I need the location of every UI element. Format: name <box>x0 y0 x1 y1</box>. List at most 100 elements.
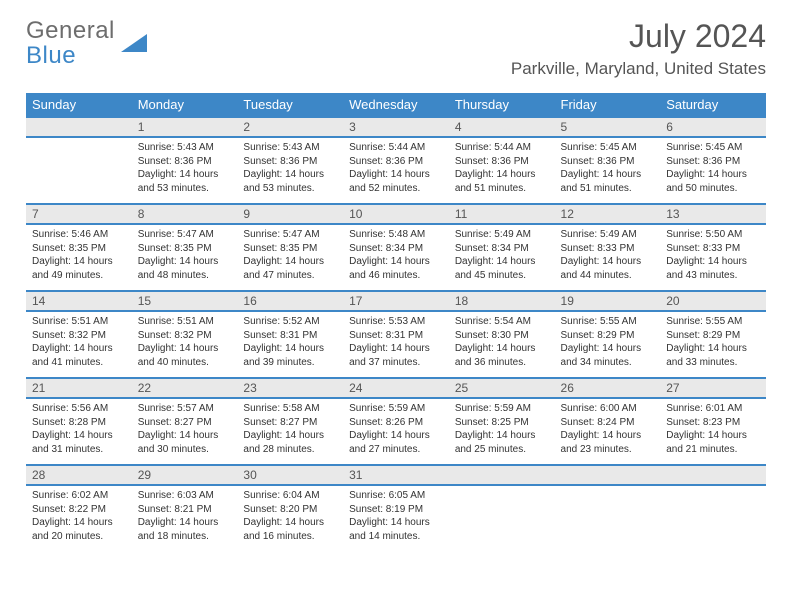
daylight-text: Daylight: 14 hours <box>561 255 655 269</box>
day-cell: Sunrise: 5:43 AMSunset: 8:36 PMDaylight:… <box>132 137 238 204</box>
day-cell: Sunrise: 5:56 AMSunset: 8:28 PMDaylight:… <box>26 398 132 465</box>
sunset-text: Sunset: 8:36 PM <box>561 155 655 169</box>
day-cell <box>26 137 132 204</box>
daylight-text: Daylight: 14 hours <box>349 342 443 356</box>
day-header: Sunday <box>26 93 132 117</box>
sunrise-text: Sunrise: 5:43 AM <box>138 141 232 155</box>
daylight-text: and 53 minutes. <box>243 182 337 196</box>
sunrise-text: Sunrise: 5:45 AM <box>561 141 655 155</box>
sunrise-text: Sunrise: 6:03 AM <box>138 489 232 503</box>
day-cell: Sunrise: 5:51 AMSunset: 8:32 PMDaylight:… <box>26 311 132 378</box>
daylight-text: Daylight: 14 hours <box>243 255 337 269</box>
day-number: 31 <box>343 465 449 485</box>
sunset-text: Sunset: 8:36 PM <box>666 155 760 169</box>
daylight-text: and 45 minutes. <box>455 269 549 283</box>
day-cell <box>449 485 555 551</box>
day-header: Friday <box>555 93 661 117</box>
day-header: Tuesday <box>237 93 343 117</box>
day-number: 5 <box>555 117 661 137</box>
day-number: 19 <box>555 291 661 311</box>
daylight-text: Daylight: 14 hours <box>32 516 126 530</box>
sunrise-text: Sunrise: 5:51 AM <box>138 315 232 329</box>
day-number: 9 <box>237 204 343 224</box>
day-cell: Sunrise: 5:57 AMSunset: 8:27 PMDaylight:… <box>132 398 238 465</box>
sunset-text: Sunset: 8:34 PM <box>455 242 549 256</box>
daylight-text: and 34 minutes. <box>561 356 655 370</box>
sunrise-text: Sunrise: 5:47 AM <box>243 228 337 242</box>
sunset-text: Sunset: 8:27 PM <box>243 416 337 430</box>
sunrise-text: Sunrise: 5:44 AM <box>349 141 443 155</box>
day-header-row: Sunday Monday Tuesday Wednesday Thursday… <box>26 93 766 117</box>
sunset-text: Sunset: 8:36 PM <box>349 155 443 169</box>
sunrise-text: Sunrise: 6:00 AM <box>561 402 655 416</box>
sunset-text: Sunset: 8:25 PM <box>455 416 549 430</box>
day-cell <box>660 485 766 551</box>
daylight-text: and 52 minutes. <box>349 182 443 196</box>
day-cell: Sunrise: 5:44 AMSunset: 8:36 PMDaylight:… <box>449 137 555 204</box>
daylight-text: Daylight: 14 hours <box>32 342 126 356</box>
day-cell: Sunrise: 5:59 AMSunset: 8:25 PMDaylight:… <box>449 398 555 465</box>
daylight-text: Daylight: 14 hours <box>561 342 655 356</box>
triangle-icon <box>121 28 147 59</box>
sunrise-text: Sunrise: 5:58 AM <box>243 402 337 416</box>
day-number: 15 <box>132 291 238 311</box>
day-number <box>660 465 766 485</box>
logo-line1: General <box>26 18 115 43</box>
sunset-text: Sunset: 8:19 PM <box>349 503 443 517</box>
sunset-text: Sunset: 8:23 PM <box>666 416 760 430</box>
daylight-text: Daylight: 14 hours <box>349 255 443 269</box>
daylight-text: and 21 minutes. <box>666 443 760 457</box>
daylight-text: Daylight: 14 hours <box>561 168 655 182</box>
daylight-text: Daylight: 14 hours <box>32 255 126 269</box>
daylight-text: Daylight: 14 hours <box>666 255 760 269</box>
day-cell: Sunrise: 5:47 AMSunset: 8:35 PMDaylight:… <box>132 224 238 291</box>
daylight-text: and 51 minutes. <box>561 182 655 196</box>
day-number: 21 <box>26 378 132 398</box>
daylight-text: Daylight: 14 hours <box>243 429 337 443</box>
day-content-row: Sunrise: 6:02 AMSunset: 8:22 PMDaylight:… <box>26 485 766 551</box>
sunset-text: Sunset: 8:27 PM <box>138 416 232 430</box>
day-cell <box>555 485 661 551</box>
daylight-text: and 53 minutes. <box>138 182 232 196</box>
day-number: 2 <box>237 117 343 137</box>
title-block: July 2024 Parkville, Maryland, United St… <box>511 18 766 79</box>
daylight-text: Daylight: 14 hours <box>455 429 549 443</box>
day-cell: Sunrise: 5:49 AMSunset: 8:33 PMDaylight:… <box>555 224 661 291</box>
daylight-text: Daylight: 14 hours <box>666 168 760 182</box>
day-cell: Sunrise: 5:49 AMSunset: 8:34 PMDaylight:… <box>449 224 555 291</box>
day-number <box>555 465 661 485</box>
day-cell: Sunrise: 5:50 AMSunset: 8:33 PMDaylight:… <box>660 224 766 291</box>
sunset-text: Sunset: 8:36 PM <box>455 155 549 169</box>
daylight-text: and 36 minutes. <box>455 356 549 370</box>
sunset-text: Sunset: 8:36 PM <box>243 155 337 169</box>
sunrise-text: Sunrise: 5:52 AM <box>243 315 337 329</box>
daylight-text: Daylight: 14 hours <box>349 429 443 443</box>
daylight-text: and 20 minutes. <box>32 530 126 544</box>
sunset-text: Sunset: 8:32 PM <box>138 329 232 343</box>
day-number: 16 <box>237 291 343 311</box>
location-subtitle: Parkville, Maryland, United States <box>511 59 766 79</box>
daylight-text: Daylight: 14 hours <box>243 516 337 530</box>
sunset-text: Sunset: 8:21 PM <box>138 503 232 517</box>
sunrise-text: Sunrise: 5:48 AM <box>349 228 443 242</box>
sunset-text: Sunset: 8:35 PM <box>243 242 337 256</box>
daylight-text: and 30 minutes. <box>138 443 232 457</box>
sunset-text: Sunset: 8:24 PM <box>561 416 655 430</box>
day-number-row: 14151617181920 <box>26 291 766 311</box>
day-number: 1 <box>132 117 238 137</box>
day-cell: Sunrise: 6:01 AMSunset: 8:23 PMDaylight:… <box>660 398 766 465</box>
day-cell: Sunrise: 5:43 AMSunset: 8:36 PMDaylight:… <box>237 137 343 204</box>
day-number: 28 <box>26 465 132 485</box>
day-number: 29 <box>132 465 238 485</box>
day-cell: Sunrise: 5:48 AMSunset: 8:34 PMDaylight:… <box>343 224 449 291</box>
daylight-text: Daylight: 14 hours <box>455 255 549 269</box>
daylight-text: and 47 minutes. <box>243 269 337 283</box>
daylight-text: and 41 minutes. <box>32 356 126 370</box>
daylight-text: and 37 minutes. <box>349 356 443 370</box>
sunrise-text: Sunrise: 5:49 AM <box>561 228 655 242</box>
day-number: 10 <box>343 204 449 224</box>
sunrise-text: Sunrise: 6:05 AM <box>349 489 443 503</box>
sunrise-text: Sunrise: 5:51 AM <box>32 315 126 329</box>
daylight-text: Daylight: 14 hours <box>349 516 443 530</box>
day-number <box>449 465 555 485</box>
